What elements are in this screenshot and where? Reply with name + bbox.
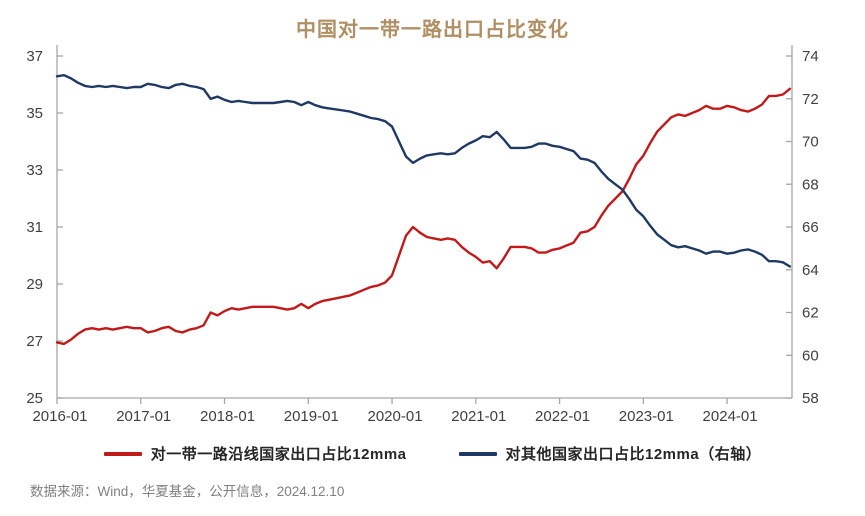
svg-text:2021-01: 2021-01 — [451, 408, 506, 425]
svg-text:74: 74 — [802, 48, 819, 65]
svg-text:2016-01: 2016-01 — [32, 408, 87, 425]
svg-text:25: 25 — [26, 390, 43, 407]
legend-item-bri: 对一带一路沿线国家出口占比12mma — [103, 443, 407, 464]
svg-text:2024-01: 2024-01 — [703, 408, 758, 425]
left-axis-labels: 37 35 33 31 29 27 25 — [26, 48, 63, 407]
svg-text:27: 27 — [26, 333, 43, 350]
svg-text:72: 72 — [802, 91, 819, 108]
right-axis-labels: 74 72 70 68 66 64 62 60 58 — [786, 48, 819, 407]
chart-legend: 对一带一路沿线国家出口占比12mma 对其他国家出口占比12mma（右轴） — [0, 443, 865, 464]
axes — [56, 45, 793, 399]
navy-line-swatch — [458, 451, 497, 456]
svg-text:33: 33 — [26, 162, 43, 179]
legend-label-others: 对其他国家出口占比12mma（右轴） — [505, 446, 762, 463]
svg-text:64: 64 — [802, 262, 819, 279]
svg-text:60: 60 — [802, 347, 819, 364]
svg-text:2018-01: 2018-01 — [200, 408, 255, 425]
svg-text:35: 35 — [26, 105, 43, 122]
data-source-note: 数据来源：Wind，华夏基金，公开信息，2024.12.10 — [30, 484, 345, 499]
x-axis-labels: 2016-01 2017-01 2018-01 2019-01 2020-01 2021-… — [32, 398, 758, 425]
svg-text:2020-01: 2020-01 — [368, 408, 423, 425]
legend-label-bri: 对一带一路沿线国家出口占比12mma — [150, 446, 407, 463]
series-line-others — [55, 73, 792, 268]
svg-text:29: 29 — [26, 276, 43, 293]
svg-text:68: 68 — [802, 176, 819, 193]
svg-text:2019-01: 2019-01 — [284, 408, 339, 425]
chart-title: 中国对一带一路出口占比变化 — [296, 19, 569, 41]
svg-text:2017-01: 2017-01 — [116, 408, 171, 425]
svg-text:70: 70 — [802, 134, 819, 151]
svg-text:37: 37 — [26, 48, 43, 65]
legend-item-others: 对其他国家出口占比12mma（右轴） — [458, 443, 762, 464]
svg-text:66: 66 — [802, 219, 819, 236]
svg-text:2023-01: 2023-01 — [619, 408, 674, 425]
series-line-bri — [55, 87, 792, 346]
svg-text:31: 31 — [26, 219, 43, 236]
red-line-swatch — [103, 451, 142, 456]
svg-text:2022-01: 2022-01 — [535, 408, 590, 425]
svg-text:58: 58 — [802, 390, 819, 407]
svg-text:62: 62 — [802, 305, 819, 322]
